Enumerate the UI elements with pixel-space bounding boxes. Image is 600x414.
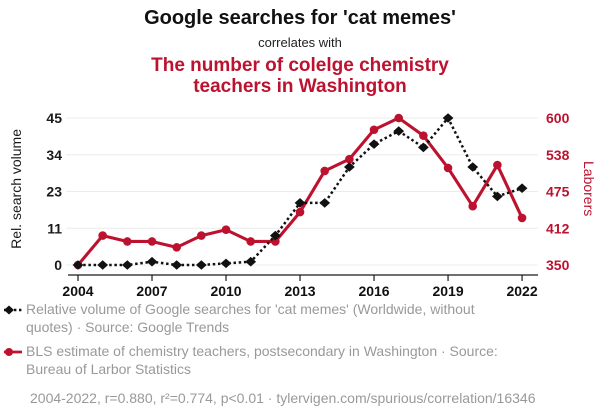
svg-text:45: 45: [46, 110, 62, 126]
svg-text:11: 11: [47, 220, 62, 236]
svg-text:538: 538: [546, 147, 570, 163]
svg-text:600: 600: [546, 110, 570, 126]
legend-label-teachers: BLS estimate of chemistry teachers, post…: [26, 343, 498, 377]
legend-label-searches: Relative volume of Google searches for '…: [26, 301, 475, 335]
chart-subtitle: correlates with: [258, 35, 342, 50]
chart-title: Google searches for 'cat memes': [144, 7, 456, 29]
svg-text:2010: 2010: [210, 283, 241, 299]
svg-text:2004: 2004: [62, 283, 93, 299]
svg-text:0: 0: [54, 257, 62, 273]
legend-item-searches: Relative volume of Google searches for '…: [4, 301, 590, 336]
black-dashed-diamond-icon: [4, 305, 22, 315]
legend-item-teachers: BLS estimate of chemistry teachers, post…: [4, 343, 590, 378]
chart-legend: Relative volume of Google searches for '…: [4, 301, 590, 406]
svg-text:2013: 2013: [284, 283, 315, 299]
svg-text:350: 350: [546, 257, 570, 273]
chart-red-title: The number of colelge chemistry teachers…: [151, 55, 449, 98]
correlation-line-chart: 0 350 11 412 23 475 34 538 45 600 2004 2007 2010 2013…: [46, 110, 570, 299]
svg-text:2016: 2016: [358, 283, 389, 299]
svg-text:2007: 2007: [136, 283, 167, 299]
svg-text:2019: 2019: [432, 283, 463, 299]
svg-text:2022: 2022: [506, 283, 537, 299]
svg-text:34: 34: [46, 147, 62, 163]
red-solid-circle-icon: [4, 348, 22, 357]
right-axis-title: Laborers: [581, 161, 597, 217]
svg-text:475: 475: [546, 184, 570, 200]
svg-text:412: 412: [546, 220, 570, 236]
svg-text:23: 23: [46, 184, 62, 200]
stats-footnote: 2004-2022, r=0.880, r²=0.774, p<0.01 · t…: [30, 389, 536, 406]
chart-header: Google searches for 'cat memes' correlat…: [0, 7, 600, 98]
